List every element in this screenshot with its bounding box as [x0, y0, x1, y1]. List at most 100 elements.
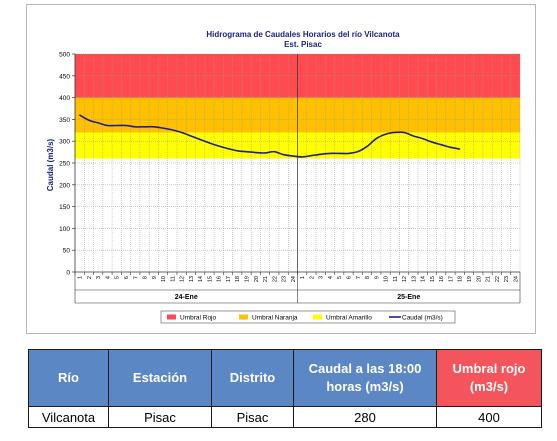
y-tick-label-8: 400: [59, 95, 70, 102]
x-tick-label-11: 12: [180, 276, 186, 282]
x-tick-label-2: 3: [96, 276, 102, 279]
x-tick-label-10: 11: [170, 276, 176, 282]
cell-estacion: Pisac: [108, 406, 212, 428]
x-tick-label-32: 9: [374, 276, 380, 279]
series-point-29: [347, 152, 350, 155]
y-tick-label-7: 350: [59, 117, 70, 124]
x-tick-label-46: 23: [504, 276, 510, 282]
legend-label-3: Caudal (m3/s): [402, 315, 443, 322]
y-tick-label-5: 250: [59, 161, 70, 168]
table-row: Vilcanota Pisac Pisac 280 400: [28, 406, 542, 428]
legend-box: [160, 310, 456, 324]
summary-table: Río Estación Distrito Caudal a las 18:00…: [28, 349, 542, 428]
cell-rio: Vilcanota: [28, 406, 109, 428]
x-tick-label-15: 16: [217, 276, 223, 282]
chart-frame: Hidrograma de Caudales Horarios del río …: [26, 4, 536, 334]
series-point-38: [431, 141, 433, 143]
series-point-32: [375, 137, 377, 140]
x-tick-label-3: 4: [105, 276, 111, 279]
series-point-19: [255, 151, 257, 154]
y-tick-label-2: 100: [59, 226, 70, 233]
cell-caudal: 280: [293, 406, 437, 428]
x-tick-label-18: 19: [245, 276, 251, 282]
series-point-12: [190, 135, 192, 137]
series-point-9: [162, 127, 164, 129]
series-point-7: [143, 126, 146, 128]
legend-label-0: Umbral Rojo: [180, 315, 217, 322]
series-point-14: [208, 142, 211, 144]
legend-label-2: Umbral Amarillo: [326, 315, 372, 322]
x-tick-label-12: 13: [189, 276, 195, 282]
x-tick-label-35: 12: [402, 276, 408, 282]
series-point-25: [310, 154, 313, 157]
series-point-34: [394, 131, 396, 134]
series-point-11: [181, 131, 183, 134]
x-tick-label-27: 4: [328, 276, 334, 279]
x-tick-label-38: 15: [430, 276, 436, 282]
x-tick-label-30: 7: [356, 276, 362, 279]
x-tick-label-1: 2: [87, 276, 93, 279]
series-point-4: [116, 124, 118, 127]
series-line-0: [79, 114, 460, 158]
series-point-31: [366, 145, 368, 148]
x-tick-label-17: 18: [235, 276, 241, 282]
x-tick-label-26: 3: [319, 276, 325, 279]
day-label-0: 24-Ene: [175, 294, 198, 301]
x-tick-label-44: 21: [486, 276, 492, 282]
x-tick-label-39: 16: [439, 276, 445, 282]
x-tick-label-45: 22: [495, 276, 501, 282]
x-tick-label-31: 8: [365, 276, 371, 279]
series-point-28: [338, 152, 340, 155]
x-tick-label-9: 10: [161, 276, 167, 282]
series-point-13: [199, 138, 201, 141]
day-label-1: 25-Ene: [397, 294, 420, 301]
series-point-5: [125, 124, 127, 127]
legend-label-1: Umbral Naranja: [252, 315, 298, 322]
header-estacion: Estación: [108, 349, 212, 407]
x-tick-label-14: 15: [207, 276, 213, 282]
series-point-24: [301, 156, 303, 158]
series-point-18: [245, 151, 248, 153]
series-point-3: [106, 124, 109, 127]
x-tick-label-19: 20: [254, 276, 260, 282]
chart-title: Hidrograma de Caudales Horarios del río …: [206, 30, 400, 39]
x-tick-label-24: 1: [300, 276, 306, 279]
series-point-21: [273, 151, 275, 153]
cell-umbral-rojo: 400: [436, 406, 542, 428]
series-point-8: [153, 126, 155, 128]
series-point-2: [97, 122, 99, 124]
x-tick-label-16: 17: [226, 276, 232, 282]
x-tick-label-25: 2: [309, 276, 315, 279]
y-axis-label: Caudal (m3/s): [46, 138, 55, 191]
series-point-22: [282, 154, 285, 156]
chart-subtitle: Est. Pisac: [284, 40, 322, 49]
series-point-0: [79, 114, 81, 116]
header-rio: Río: [28, 349, 109, 407]
header-caudal: Caudal a las 18:00 horas (m3/s): [293, 349, 437, 407]
series-point-10: [171, 129, 173, 131]
series-point-23: [292, 155, 294, 157]
series-point-16: [227, 148, 229, 150]
header-distrito: Distrito: [211, 349, 294, 407]
series-point-26: [320, 153, 322, 155]
hydrograph-chart: Hidrograma de Caudales Horarios del río …: [46, 30, 521, 324]
y-tick-label-1: 50: [63, 248, 71, 255]
x-tick-label-20: 21: [263, 276, 269, 282]
table-header-row: Río Estación Distrito Caudal a las 18:00…: [28, 349, 542, 407]
legend-swatch-2: [313, 314, 322, 320]
x-tick-label-33: 10: [384, 276, 390, 282]
series-point-1: [88, 119, 90, 121]
x-tick-label-7: 8: [143, 276, 149, 279]
series-point-39: [440, 144, 442, 146]
cell-distrito: Pisac: [211, 406, 294, 428]
series-point-33: [384, 133, 387, 135]
x-tick-label-41: 18: [458, 276, 464, 282]
x-tick-label-36: 13: [411, 276, 417, 282]
x-tick-label-8: 9: [152, 276, 158, 279]
x-tick-label-6: 7: [133, 276, 139, 279]
x-tick-label-37: 14: [421, 276, 427, 282]
series-point-41: [459, 148, 461, 150]
legend-swatch-1: [239, 314, 248, 320]
x-tick-label-21: 22: [272, 276, 278, 282]
y-tick-label-0: 0: [66, 270, 70, 277]
